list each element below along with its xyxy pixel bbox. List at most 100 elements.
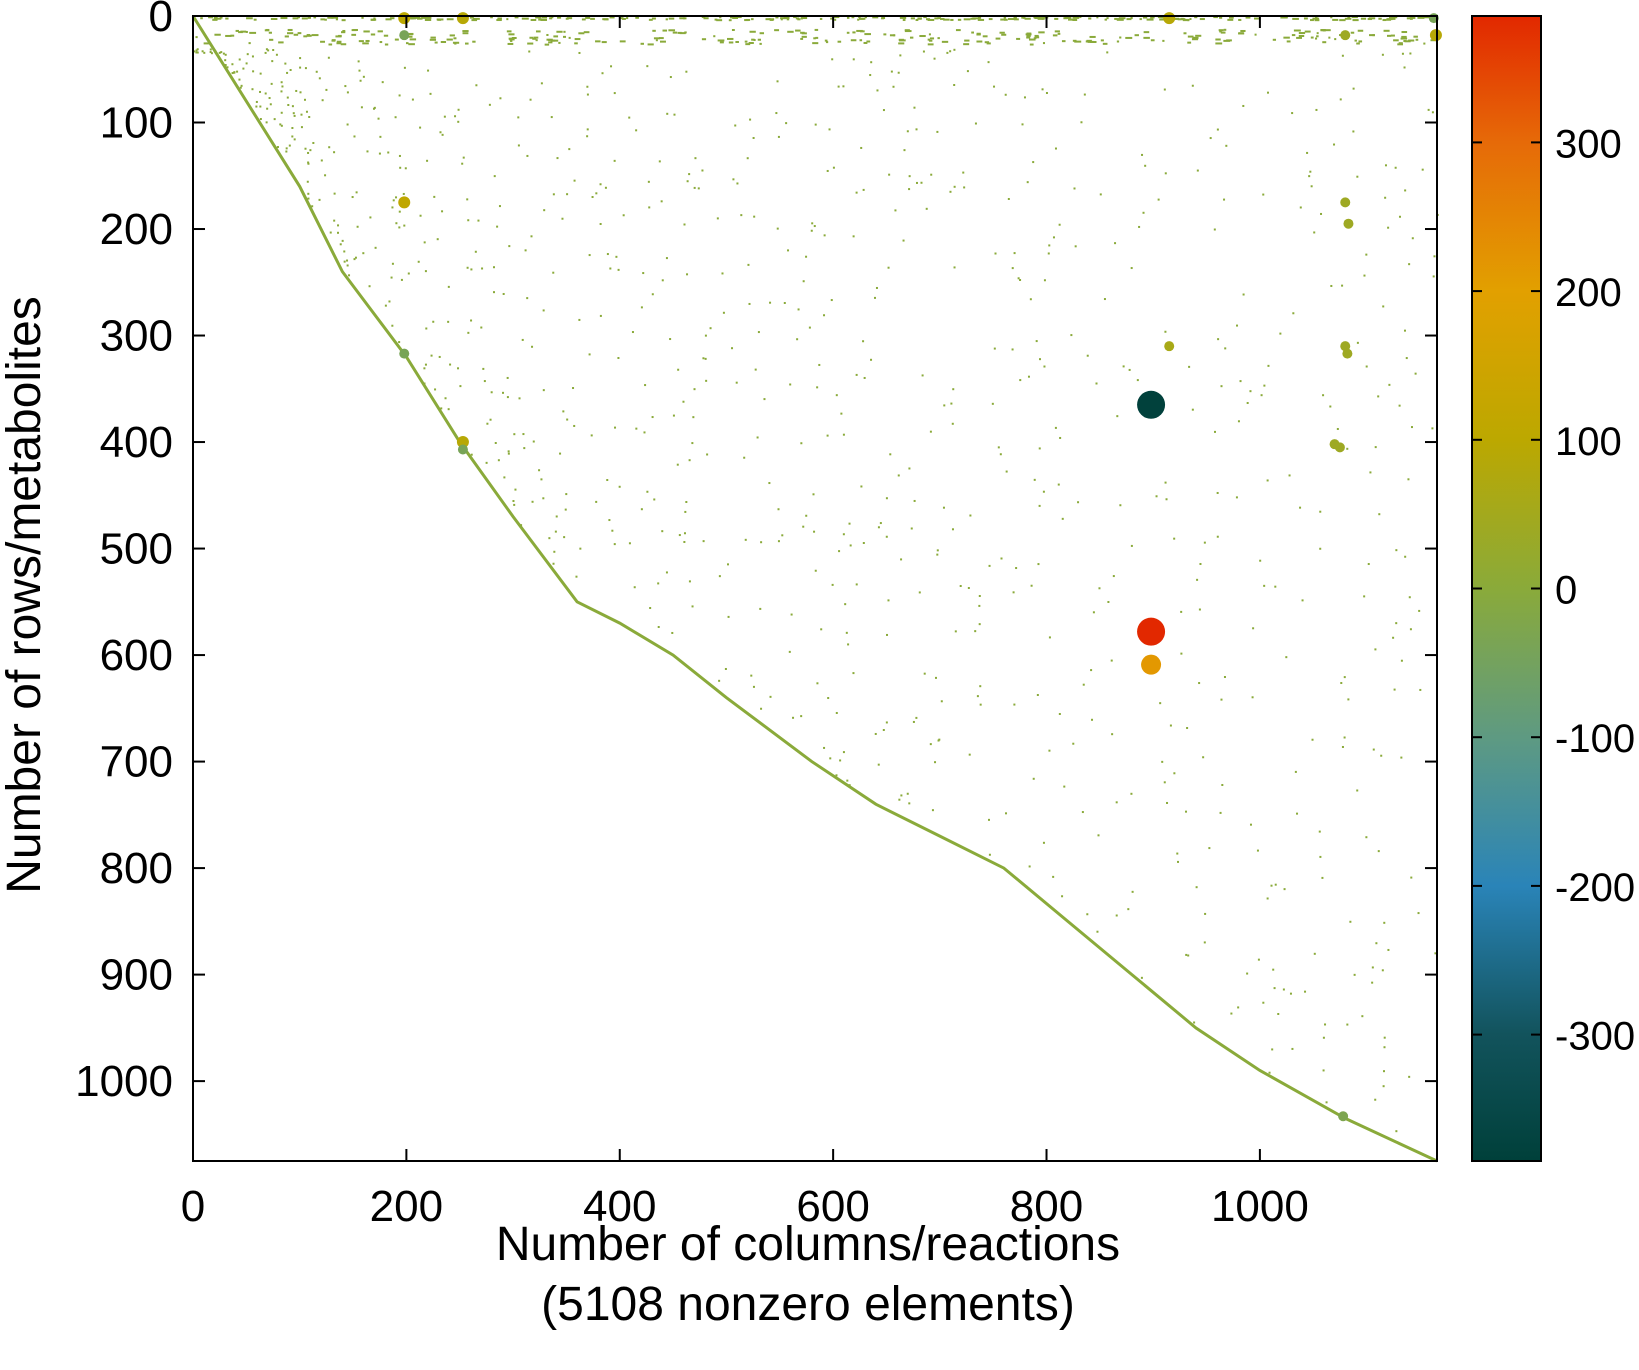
sparse-entry (646, 490, 649, 493)
sparse-entry (954, 630, 957, 633)
sparse-entry (391, 206, 394, 209)
sparse-entry (1321, 876, 1324, 879)
sparse-entry (507, 450, 510, 453)
sparse-entry (259, 105, 262, 108)
sparse-entry (894, 209, 897, 212)
sparse-entry (1349, 920, 1352, 923)
sparse-entry (1096, 16, 1099, 19)
sparse-entry (1407, 478, 1410, 481)
matrix-entry-point (1334, 442, 1345, 453)
sparse-entry (331, 16, 339, 19)
sparse-entry (706, 453, 709, 456)
sparse-entry (538, 469, 541, 472)
sparse-entry (873, 296, 876, 299)
sparse-entry (514, 488, 517, 491)
sparse-entry (662, 29, 668, 32)
x-tick-label: 800 (1010, 1182, 1083, 1231)
sparse-entry (936, 553, 939, 556)
sparse-entry (962, 171, 965, 174)
sparse-entry (1237, 420, 1240, 423)
sparse-entry (669, 338, 672, 341)
sparse-entry (1203, 941, 1206, 944)
sparse-entry (747, 263, 750, 266)
sparse-entry (931, 809, 934, 812)
sparse-entry (1005, 812, 1008, 815)
sparse-entry (812, 493, 815, 496)
sparse-entry (872, 16, 879, 19)
sparse-entry (666, 112, 669, 115)
sparse-entry (568, 36, 571, 39)
sparse-entry (787, 249, 790, 252)
sparse-entry (470, 319, 473, 322)
sparse-entry (528, 50, 531, 53)
sparse-entry (363, 30, 370, 33)
sparse-entry (749, 118, 752, 121)
sparse-entry (457, 108, 460, 111)
sparse-entry (1312, 17, 1320, 20)
sparse-entry (1279, 332, 1282, 335)
sparse-entry (728, 19, 732, 22)
sparse-entry (343, 260, 346, 263)
sparse-entry (1260, 394, 1263, 397)
sparse-entry (1388, 16, 1394, 19)
sparse-entry (1315, 37, 1318, 40)
sparse-entry (542, 389, 545, 392)
sparse-entry (1314, 19, 1320, 22)
sparse-entry (1142, 211, 1145, 214)
sparse-entry (195, 36, 198, 39)
sparse-entry (231, 63, 234, 66)
sparse-entry (776, 227, 779, 230)
sparse-entry (449, 363, 452, 366)
sparse-entry (863, 376, 866, 379)
sparse-entry (1072, 742, 1075, 745)
sparse-entry (628, 542, 631, 545)
sparse-entry (832, 166, 835, 169)
sparse-entry (409, 38, 417, 41)
sparse-entry (721, 272, 724, 275)
matrix-entry-point (398, 12, 411, 25)
sparse-entry (613, 159, 616, 162)
sparse-entry (759, 42, 762, 45)
sparse-entry (1052, 236, 1055, 239)
sparse-entry (508, 33, 515, 36)
sparse-entry (977, 18, 985, 21)
sparse-entry (373, 17, 376, 20)
sparse-entry (842, 433, 845, 436)
sparse-entry (1383, 921, 1386, 924)
sparse-entry (1415, 38, 1419, 41)
sparse-entry (1223, 198, 1226, 201)
sparse-entry (599, 183, 602, 186)
sparse-entry (704, 334, 707, 337)
sparse-entry (300, 113, 303, 116)
sparse-entry (694, 157, 697, 160)
sparse-entry (284, 62, 287, 65)
sparse-entry (307, 151, 310, 154)
sparse-entry (622, 214, 625, 217)
sparse-entry (898, 42, 905, 45)
sparse-entry (727, 615, 730, 618)
sparse-entry (432, 320, 435, 323)
sparse-entry (697, 187, 700, 190)
sparse-entry (752, 685, 755, 688)
sparse-entry (908, 188, 911, 191)
matrix-entry-point (1342, 348, 1353, 359)
sparse-entry (1433, 255, 1436, 258)
sparse-entry (1236, 324, 1239, 327)
sparse-entry (1138, 225, 1141, 228)
sparse-entry (245, 62, 248, 65)
sparse-entry (370, 18, 377, 21)
sparse-entry (1220, 385, 1223, 388)
sparse-entry (467, 331, 470, 334)
sparse-entry (685, 501, 688, 504)
sparse-entry (292, 17, 299, 20)
sparse-entry (769, 301, 772, 304)
sparse-entry (1150, 39, 1155, 42)
sparse-entry (542, 309, 545, 312)
sparse-entry (1325, 29, 1331, 32)
sparse-entry (1288, 474, 1291, 477)
sparse-entry (683, 17, 687, 20)
sparse-entry (751, 18, 754, 21)
sparse-entry (538, 18, 542, 21)
sparse-entry (352, 28, 358, 31)
sparse-entry (969, 514, 972, 517)
